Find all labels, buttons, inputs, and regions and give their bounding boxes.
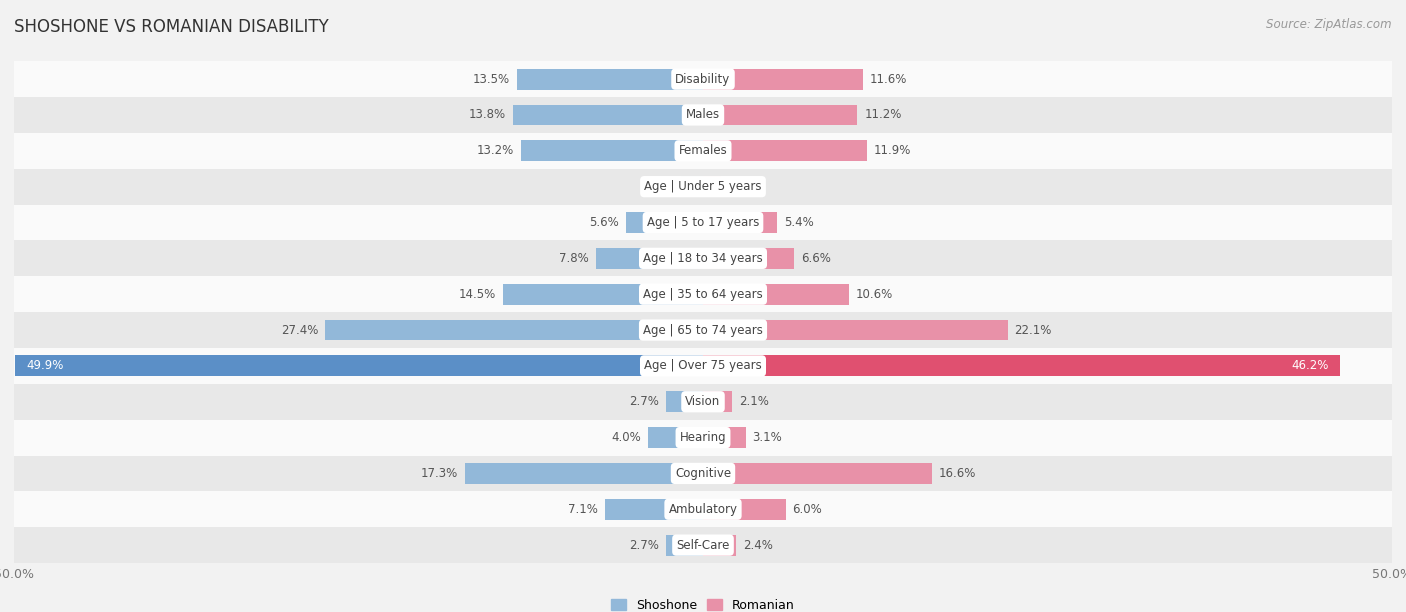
Bar xyxy=(703,212,778,233)
Text: 13.2%: 13.2% xyxy=(477,144,515,157)
Text: 11.6%: 11.6% xyxy=(870,73,907,86)
Text: Cognitive: Cognitive xyxy=(675,467,731,480)
Bar xyxy=(666,391,703,412)
Bar xyxy=(14,455,1392,491)
Text: Ambulatory: Ambulatory xyxy=(668,503,738,516)
Bar xyxy=(703,69,863,89)
Bar xyxy=(464,463,703,484)
Text: 6.0%: 6.0% xyxy=(793,503,823,516)
Text: 5.6%: 5.6% xyxy=(589,216,619,229)
Bar xyxy=(14,241,1392,276)
Bar xyxy=(14,527,1392,563)
Text: Age | Under 5 years: Age | Under 5 years xyxy=(644,180,762,193)
Text: 6.6%: 6.6% xyxy=(801,252,831,265)
Text: Age | 18 to 34 years: Age | 18 to 34 years xyxy=(643,252,763,265)
Text: Age | 65 to 74 years: Age | 65 to 74 years xyxy=(643,324,763,337)
Bar xyxy=(14,384,1392,420)
Bar xyxy=(325,319,703,340)
Text: 17.3%: 17.3% xyxy=(420,467,458,480)
Bar xyxy=(703,248,794,269)
Text: Source: ZipAtlas.com: Source: ZipAtlas.com xyxy=(1267,18,1392,31)
Bar xyxy=(14,348,1392,384)
Text: 10.6%: 10.6% xyxy=(856,288,893,300)
Text: 14.5%: 14.5% xyxy=(460,288,496,300)
Bar xyxy=(14,97,1392,133)
Text: 11.9%: 11.9% xyxy=(875,144,911,157)
Text: 3.1%: 3.1% xyxy=(752,431,782,444)
Text: Age | 5 to 17 years: Age | 5 to 17 years xyxy=(647,216,759,229)
Bar xyxy=(626,212,703,233)
Bar xyxy=(14,169,1392,204)
Bar xyxy=(503,284,703,305)
Text: 13.5%: 13.5% xyxy=(472,73,510,86)
Bar xyxy=(14,491,1392,527)
Text: 2.7%: 2.7% xyxy=(628,395,659,408)
Bar xyxy=(605,499,703,520)
Bar xyxy=(14,61,1392,97)
Legend: Shoshone, Romanian: Shoshone, Romanian xyxy=(606,594,800,612)
Bar xyxy=(15,356,703,376)
Bar xyxy=(513,105,703,125)
Text: 4.0%: 4.0% xyxy=(612,431,641,444)
Text: 2.1%: 2.1% xyxy=(738,395,769,408)
Text: 1.6%: 1.6% xyxy=(644,180,673,193)
Text: SHOSHONE VS ROMANIAN DISABILITY: SHOSHONE VS ROMANIAN DISABILITY xyxy=(14,18,329,36)
Bar xyxy=(703,319,1008,340)
Bar xyxy=(703,391,733,412)
Bar xyxy=(14,312,1392,348)
Text: Age | 35 to 64 years: Age | 35 to 64 years xyxy=(643,288,763,300)
Bar xyxy=(703,499,786,520)
Bar xyxy=(681,176,703,197)
Text: Self-Care: Self-Care xyxy=(676,539,730,551)
Bar xyxy=(703,535,737,556)
Bar xyxy=(14,204,1392,241)
Text: 27.4%: 27.4% xyxy=(281,324,319,337)
Bar xyxy=(703,176,721,197)
Bar xyxy=(703,427,745,448)
Text: 22.1%: 22.1% xyxy=(1014,324,1052,337)
Text: 2.4%: 2.4% xyxy=(742,539,773,551)
Bar xyxy=(703,463,932,484)
Text: 13.8%: 13.8% xyxy=(468,108,506,121)
Bar xyxy=(14,420,1392,455)
Bar xyxy=(14,133,1392,169)
Bar xyxy=(703,105,858,125)
Bar xyxy=(14,276,1392,312)
Text: 2.7%: 2.7% xyxy=(628,539,659,551)
Text: Males: Males xyxy=(686,108,720,121)
Text: 7.1%: 7.1% xyxy=(568,503,599,516)
Text: 5.4%: 5.4% xyxy=(785,216,814,229)
Text: 1.3%: 1.3% xyxy=(728,180,758,193)
Text: 46.2%: 46.2% xyxy=(1291,359,1329,372)
Text: 49.9%: 49.9% xyxy=(27,359,63,372)
Bar xyxy=(666,535,703,556)
Bar xyxy=(522,140,703,161)
Bar xyxy=(648,427,703,448)
Text: 11.2%: 11.2% xyxy=(865,108,901,121)
Bar xyxy=(703,140,868,161)
Bar xyxy=(703,356,1340,376)
Text: Females: Females xyxy=(679,144,727,157)
Bar xyxy=(517,69,703,89)
Bar xyxy=(596,248,703,269)
Bar xyxy=(703,284,849,305)
Text: Vision: Vision xyxy=(685,395,721,408)
Text: 16.6%: 16.6% xyxy=(939,467,976,480)
Text: 7.8%: 7.8% xyxy=(560,252,589,265)
Text: Disability: Disability xyxy=(675,73,731,86)
Text: Age | Over 75 years: Age | Over 75 years xyxy=(644,359,762,372)
Text: Hearing: Hearing xyxy=(679,431,727,444)
